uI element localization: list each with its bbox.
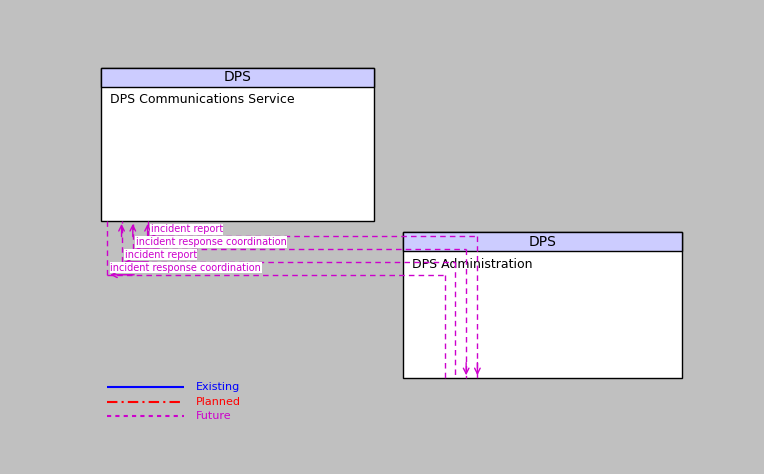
Text: DPS: DPS	[224, 70, 251, 84]
Bar	[102, 68, 374, 87]
Text: DPS Administration: DPS Administration	[413, 258, 533, 271]
Text: incident report: incident report	[125, 250, 197, 260]
Text: Existing: Existing	[196, 382, 241, 392]
Text: Future: Future	[196, 411, 231, 421]
Text: incident report: incident report	[151, 224, 223, 234]
Text: incident response coordination: incident response coordination	[136, 237, 286, 247]
Bar	[403, 232, 681, 378]
Bar	[102, 68, 374, 221]
Text: incident response coordination: incident response coordination	[110, 263, 261, 273]
Text: DPS Communications Service: DPS Communications Service	[110, 93, 295, 106]
Text: DPS: DPS	[529, 235, 556, 248]
Text: Planned: Planned	[196, 397, 241, 407]
Bar	[403, 232, 681, 251]
